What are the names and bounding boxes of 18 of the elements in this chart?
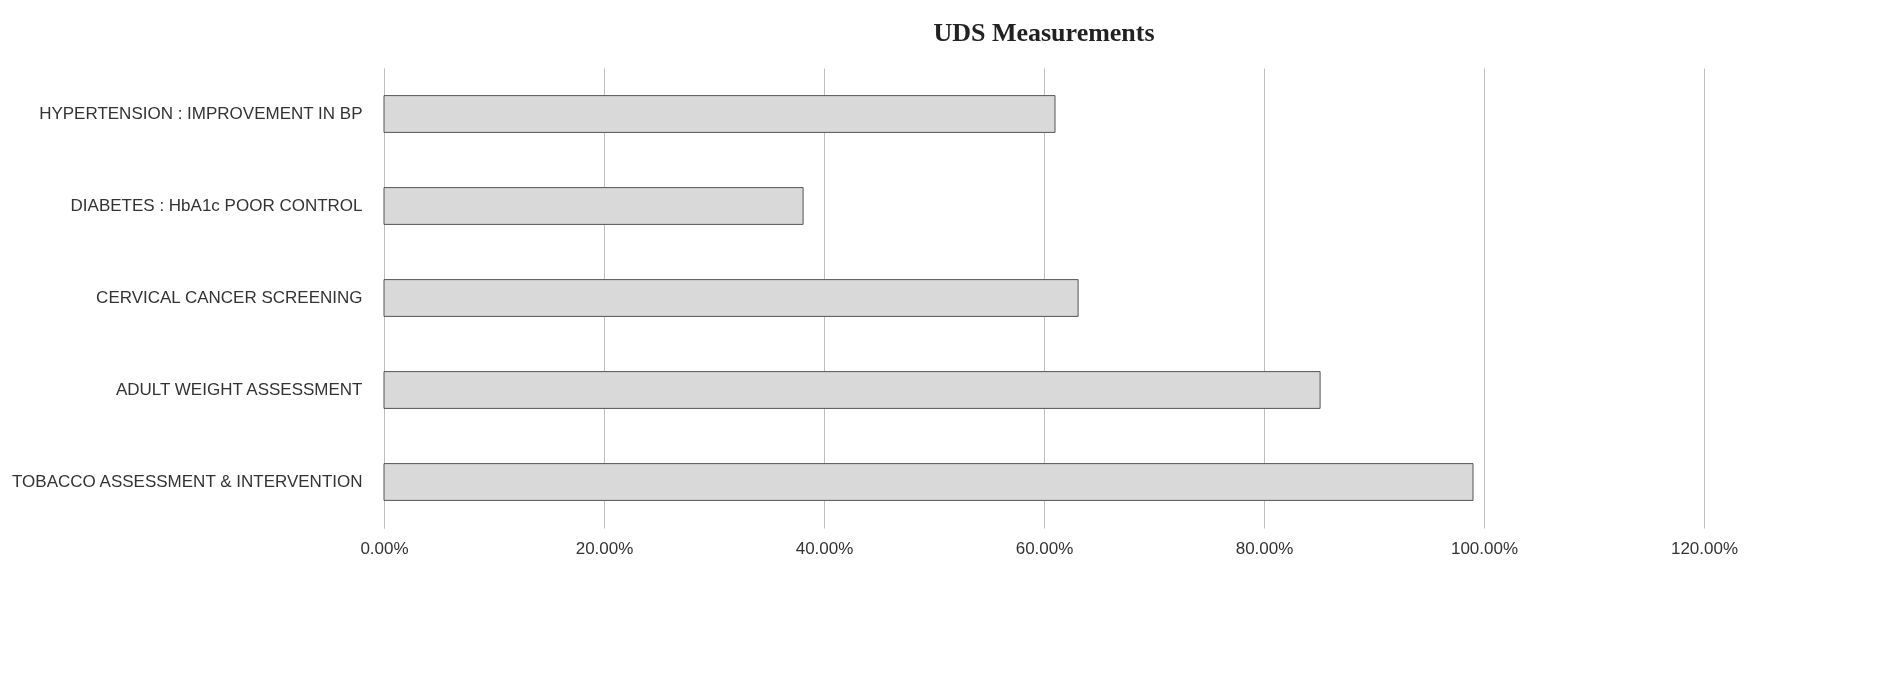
bar bbox=[383, 187, 804, 225]
y-tick-label: HYPERTENSION : IMPROVEMENT IN BP bbox=[39, 104, 363, 123]
x-tick-label: 120.00% bbox=[1670, 538, 1739, 558]
chart-title: UDS Measurements bbox=[933, 18, 1155, 47]
x-tick-label: 60.00% bbox=[1015, 538, 1074, 558]
bar bbox=[383, 463, 1474, 501]
bar bbox=[383, 279, 1079, 317]
bar bbox=[383, 371, 1321, 409]
bar bbox=[383, 95, 1056, 133]
x-tick-label: 40.00% bbox=[795, 538, 854, 558]
y-tick-label: ADULT WEIGHT ASSESSMENT bbox=[115, 380, 363, 399]
x-tick-label: 20.00% bbox=[575, 538, 634, 558]
y-tick-label: CERVICAL CANCER SCREENING bbox=[96, 288, 363, 307]
y-tick-label: DIABETES : HbA1c POOR CONTROL bbox=[70, 196, 363, 215]
x-tick-label: 80.00% bbox=[1235, 538, 1294, 558]
y-tick-label: TOBACCO ASSESSMENT & INTERVENTION bbox=[12, 472, 363, 491]
x-tick-label: 0.00% bbox=[360, 538, 409, 558]
x-tick-label: 100.00% bbox=[1450, 538, 1519, 558]
